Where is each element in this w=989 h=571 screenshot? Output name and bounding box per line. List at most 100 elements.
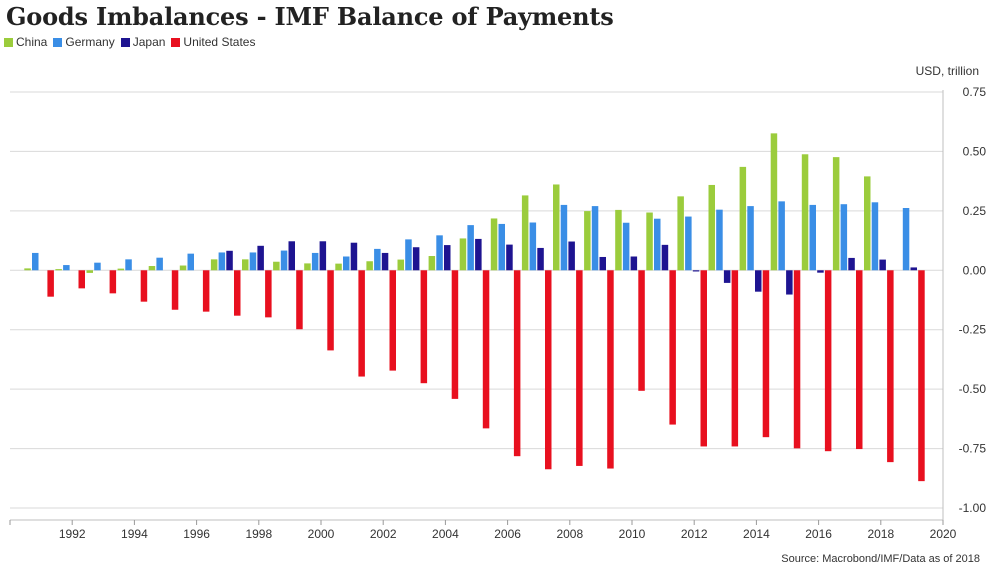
bar-united-states [482, 270, 490, 429]
legend-item-japan: Japan [120, 35, 165, 49]
legend-label-germany: Germany [65, 35, 115, 49]
bar-germany [94, 262, 101, 271]
bar-germany [778, 201, 785, 271]
bar-germany [654, 218, 661, 271]
source-note: Source: Macrobond/IMF/Data as of 2018 [781, 553, 980, 565]
bar-china [521, 195, 529, 271]
bar-united-states [669, 270, 676, 425]
bar-united-states [389, 270, 396, 371]
legend-label-united-states: United States [183, 35, 256, 49]
bar-united-states [513, 270, 521, 457]
x-tick-label: 2016 [805, 527, 832, 541]
x-tick-label: 2008 [556, 527, 583, 541]
bar-japan [755, 270, 762, 292]
bar-germany [125, 259, 132, 271]
bar-china [335, 263, 342, 271]
bar-germany [156, 257, 163, 271]
bar-china [210, 259, 218, 271]
legend-swatch-united-states [171, 37, 181, 47]
bar-china [615, 209, 622, 271]
bar-china [553, 184, 560, 271]
y-tick-label: 0.25 [963, 204, 987, 218]
bar-united-states [762, 270, 770, 438]
legend-item-china: China [4, 35, 47, 49]
bar-china [459, 238, 467, 271]
bar-china [117, 268, 125, 271]
bar-china [179, 265, 187, 271]
bar-united-states [638, 270, 645, 391]
bar-united-states [607, 270, 614, 469]
bar-germany [32, 252, 39, 271]
bar-united-states [47, 270, 54, 297]
bar-japan [879, 259, 886, 271]
bar-germany [560, 204, 568, 271]
bar-japan [319, 241, 327, 271]
legend-swatch-china [4, 37, 13, 47]
y-tick-label: -1.00 [959, 501, 987, 515]
x-tick-label: 2010 [619, 527, 646, 541]
x-tick-label: 2020 [930, 527, 957, 541]
bar-germany [343, 256, 350, 271]
bar-germany [591, 206, 599, 271]
y-tick-label: 0.50 [963, 144, 987, 158]
bar-germany [467, 225, 474, 271]
bar-germany [218, 252, 226, 271]
bar-united-states [545, 270, 552, 470]
chart-title: Goods Imbalances - IMF Balance of Paymen… [6, 2, 614, 31]
bar-japan [506, 244, 513, 271]
bar-germany [809, 204, 816, 271]
x-tick-label: 2000 [308, 527, 335, 541]
bar-china [646, 212, 653, 271]
bar-germany [187, 253, 194, 271]
x-tick-label: 2012 [681, 527, 708, 541]
bar-united-states [202, 270, 210, 312]
bar-china [148, 266, 156, 271]
bar-china [677, 196, 684, 271]
bar-united-states [140, 270, 148, 302]
bar-china [242, 259, 249, 271]
x-tick-label: 2014 [743, 527, 770, 541]
bar-germany [747, 206, 754, 271]
bar-japan [568, 241, 575, 271]
x-tick-label: 1996 [183, 527, 210, 541]
bar-china [86, 270, 93, 273]
bar-china [864, 176, 871, 271]
bar-china [490, 218, 498, 271]
y-tick-label: -0.75 [959, 442, 987, 456]
bar-japan [817, 270, 824, 273]
bar-germany [902, 208, 910, 271]
y-axis-unit-label: USD, trillion [915, 64, 979, 78]
legend-label-china: China [16, 35, 48, 49]
legend-item-united-states: United States [171, 35, 255, 49]
bar-china [770, 133, 778, 271]
bar-china [24, 268, 31, 271]
legend: China Germany Japan United States [4, 35, 255, 49]
bar-germany [840, 204, 848, 271]
bar-united-states [327, 270, 334, 351]
bar-japan [661, 244, 669, 271]
bar-china [801, 154, 809, 271]
bar-germany [280, 250, 288, 271]
bar-united-states [420, 270, 428, 384]
bar-germany [249, 252, 257, 271]
bar-germany [622, 222, 630, 271]
x-tick-label: 2002 [370, 527, 397, 541]
bar-germany [374, 248, 381, 271]
bar-japan [475, 238, 482, 271]
x-tick-label: 2006 [494, 527, 521, 541]
x-tick-label: 1994 [121, 527, 148, 541]
bar-china [304, 263, 311, 271]
bar-china [397, 259, 404, 271]
bar-china [739, 166, 747, 271]
legend-swatch-japan [120, 37, 130, 47]
bar-united-states [451, 270, 459, 399]
bar-united-states [234, 270, 241, 316]
bar-united-states [887, 270, 894, 463]
bar-japan [786, 270, 793, 295]
bar-japan [692, 270, 700, 272]
bar-united-states [265, 270, 272, 318]
bar-germany [716, 209, 723, 271]
bar-germany [871, 202, 879, 271]
bar-germany [498, 223, 505, 271]
bar-china [708, 184, 715, 271]
